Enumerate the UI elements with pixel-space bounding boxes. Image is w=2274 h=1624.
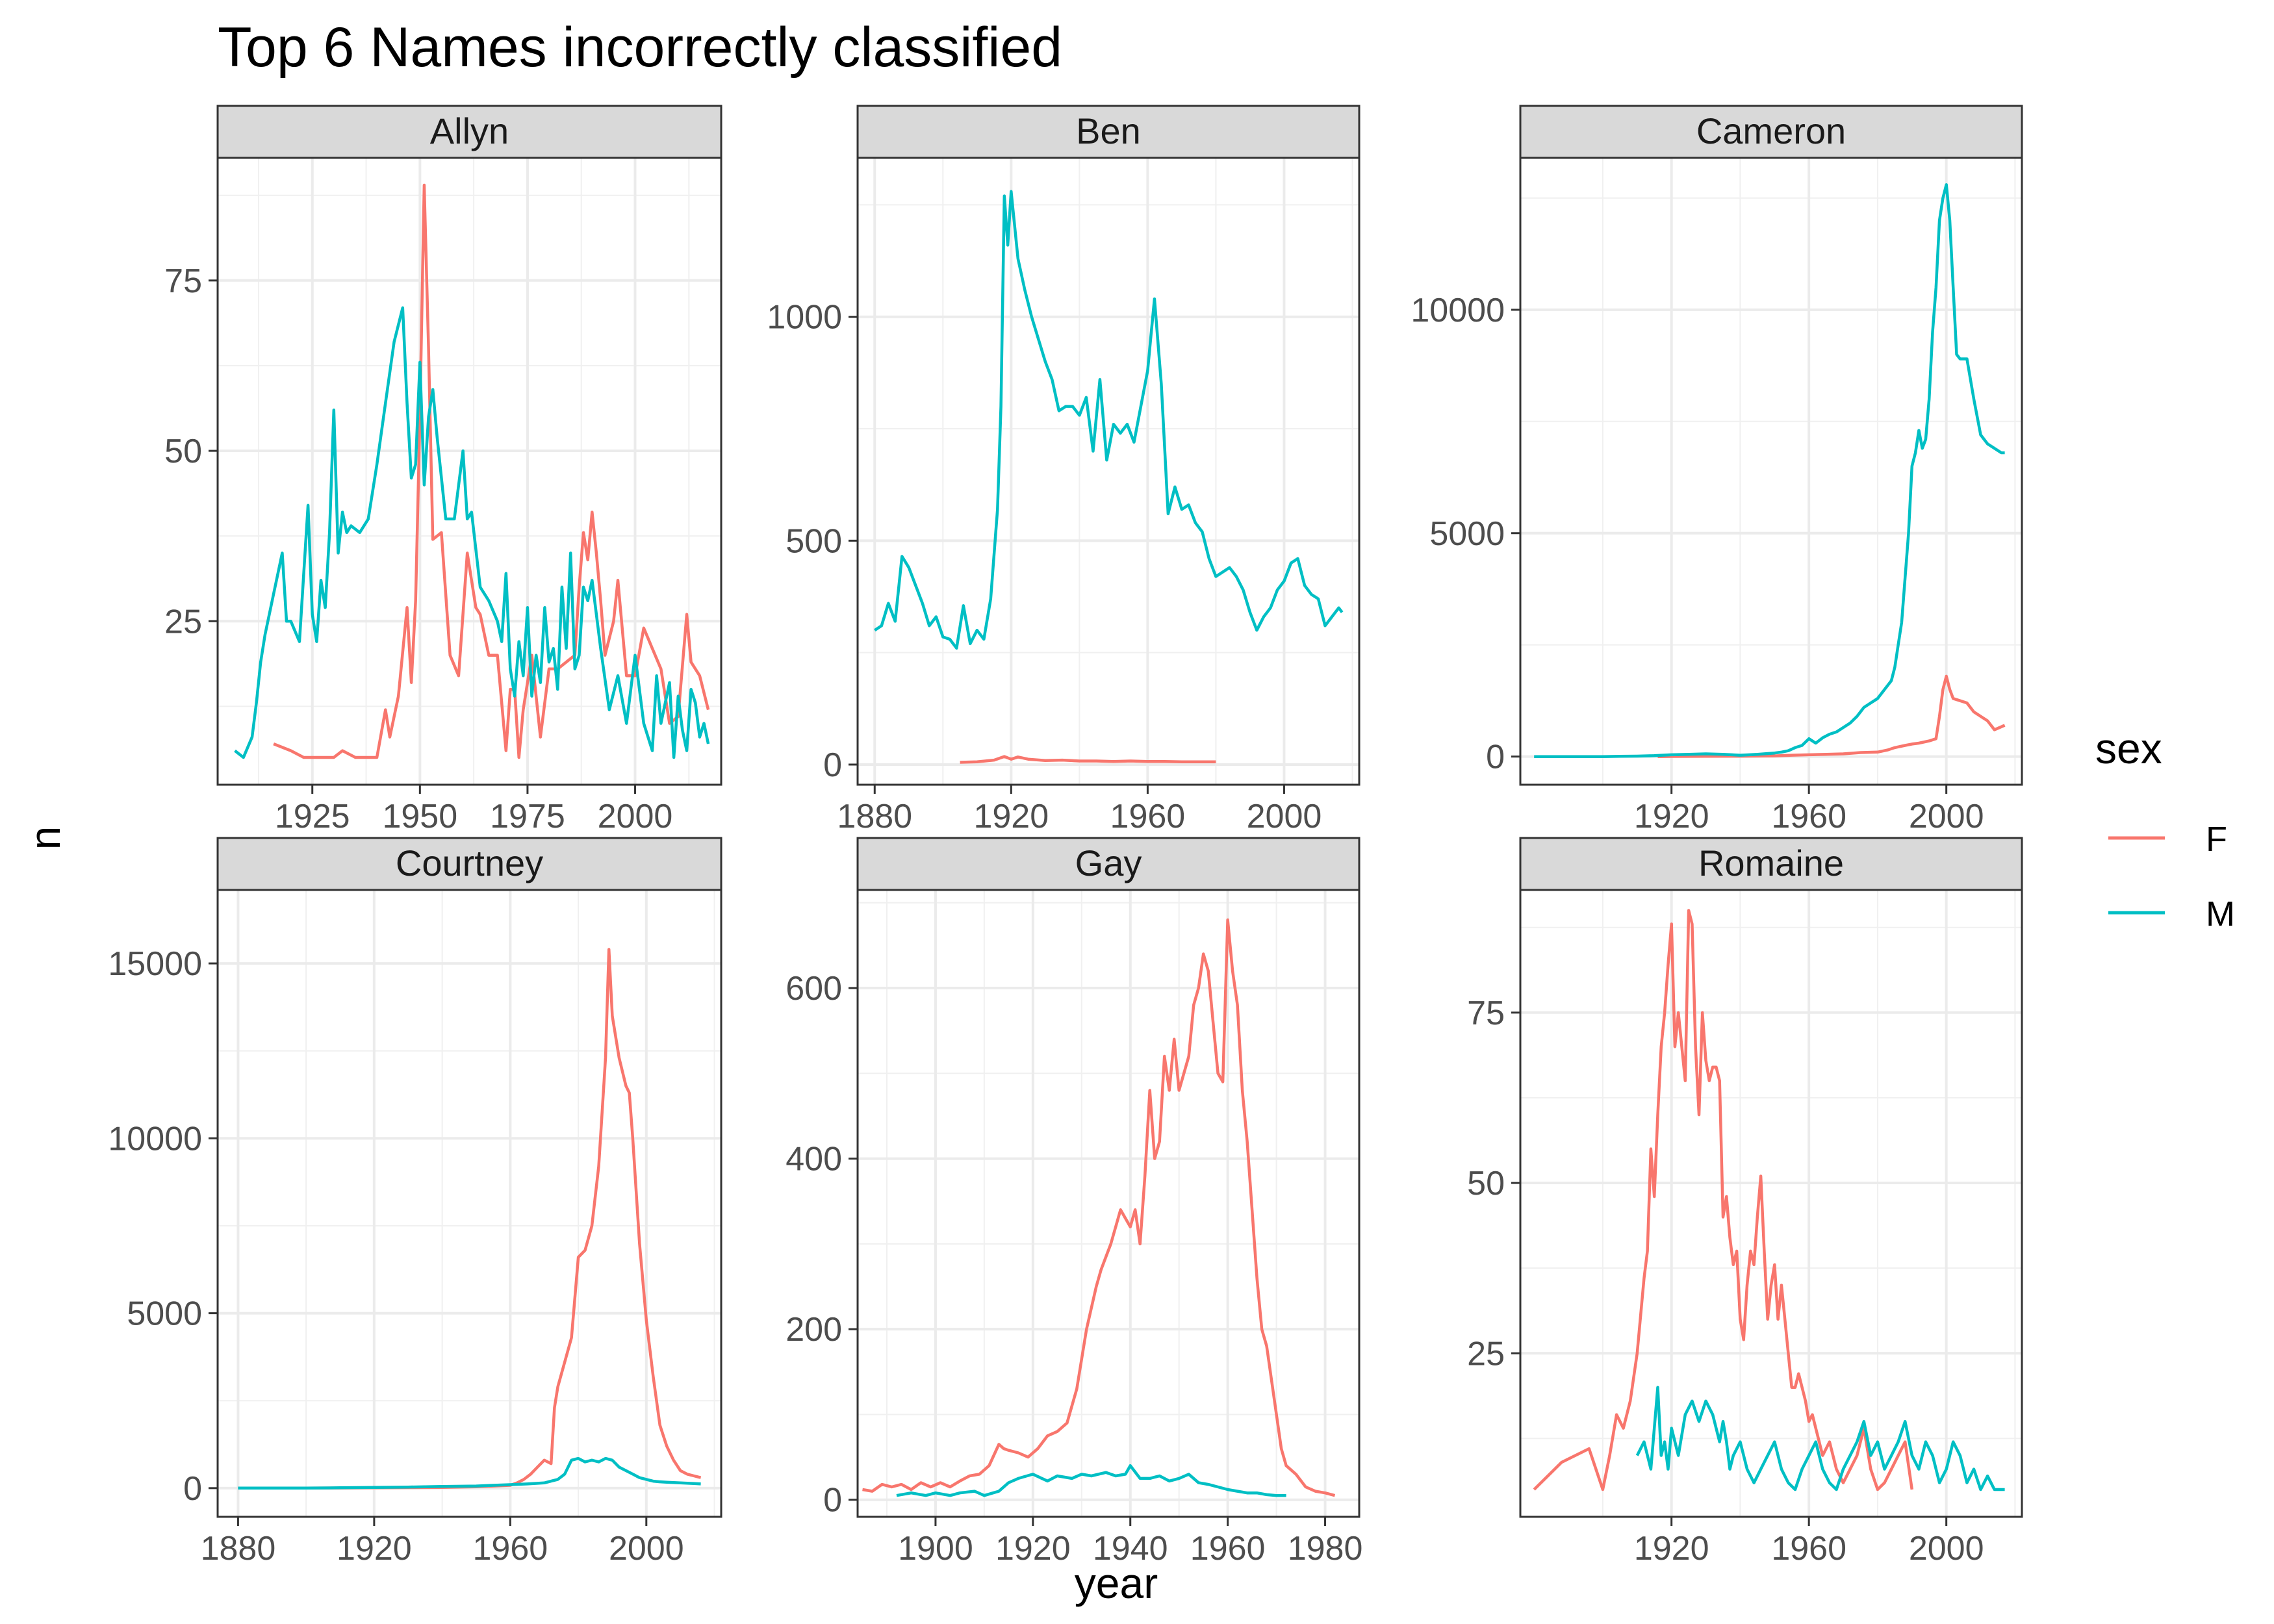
x-tick-label: 1880 [837,798,912,835]
x-tick-label: 2000 [1247,798,1322,835]
series-line-m [238,1456,701,1490]
x-tick-label: 1920 [337,1530,412,1567]
x-tick-label: 1960 [472,1530,548,1567]
panel-background [218,158,721,785]
y-tick-label: 0 [183,1470,202,1508]
y-tick-label: 25 [1467,1335,1505,1373]
y-tick-label: 5000 [127,1295,202,1333]
x-tick-label: 2000 [609,1530,684,1567]
panel-border [216,889,722,1518]
panel-cameron: Cameron 1920 1960 2000 0 5000 10000 [1411,105,2023,835]
y-tick-label: 500 [786,522,842,560]
y-axis-title: n [21,826,69,850]
panel-border [1519,157,2023,786]
x-tick-label: 2000 [1909,798,1984,835]
x-tick-label: 1920 [973,798,1049,835]
x-tick-label: 1880 [201,1530,276,1567]
y-tick-label: 0 [823,1482,842,1519]
x-tick-label: 1960 [1190,1530,1266,1567]
series-line-m [896,1464,1286,1497]
y-tick-label: 75 [1467,995,1505,1032]
facet-strip-label: Ben [1076,110,1141,151]
series-line-m [874,190,1344,650]
series-line-m [1534,183,2005,758]
panel-background [858,158,1359,785]
panel-border [856,157,1361,786]
panel-border [856,889,1361,1518]
x-tick-label: 2000 [1909,1530,1984,1567]
legend-title: sex [2095,724,2162,772]
facet-strip-label: Gay [1075,843,1142,883]
panel-border [1519,889,2023,1518]
y-tick-label: 50 [164,433,202,470]
y-tick-label: 200 [786,1311,842,1349]
panel-gay: Gay 1900 1920 1940 1960 1980 0 200 400 600 [786,837,1363,1567]
facet-strip [1519,105,2023,159]
panel-background [1520,890,2022,1517]
x-tick-label: 1920 [995,1530,1071,1567]
facet-strip [216,105,722,159]
y-tick-label: 15000 [108,945,202,983]
x-tick-label: 1925 [275,798,350,835]
x-axis-title: year [1075,1559,1158,1607]
x-tick-label: 1960 [1771,1530,1846,1567]
panel-background [858,890,1359,1517]
panel-romaine: Romaine 1920 1960 2000 25 50 75 [1467,837,2023,1567]
series-line-m [1635,1386,2005,1491]
y-tick-label: 0 [1486,739,1505,776]
facet-strip-label: Courtney [396,843,543,883]
series-line-f [1533,909,1914,1491]
x-tick-label: 1960 [1771,798,1846,835]
series-line-f [862,918,1336,1497]
facet-strip [856,837,1361,891]
series-line-m [234,306,710,759]
facet-strip-label: Cameron [1696,110,1846,151]
y-tick-label: 25 [164,603,202,641]
facet-strip [856,105,1361,159]
y-tick-label: 75 [164,262,202,300]
x-tick-label: 1920 [1634,798,1709,835]
facet-strip [1519,837,2023,891]
series-line-f [960,755,1216,764]
x-tick-label: 1980 [1288,1530,1363,1567]
facet-strip [216,837,722,891]
x-tick-label: 1920 [1634,1530,1709,1567]
x-tick-label: 2000 [598,798,673,835]
y-tick-label: 5000 [1429,515,1505,553]
y-tick-label: 50 [1467,1165,1505,1202]
y-tick-label: 600 [786,970,842,1008]
panel-courtney: Courtney 1880 1920 1960 2000 0 5000 10000 15000 [108,837,722,1567]
panel-allyn: Allyn 1925 1950 1975 2000 25 50 75 [164,105,722,835]
series-line-f [1657,674,2006,758]
panel-border [216,157,722,786]
legend-label-m: M [2206,894,2235,933]
y-tick-label: 0 [823,746,842,784]
y-tick-label: 10000 [1411,292,1505,329]
x-tick-label: 1940 [1093,1530,1168,1567]
y-tick-label: 10000 [108,1120,202,1158]
x-tick-label: 1975 [490,798,565,835]
x-tick-label: 1900 [898,1530,973,1567]
chart-title: Top 6 Names incorrectly classified [218,16,1062,79]
x-tick-label: 1950 [382,798,457,835]
y-tick-label: 400 [786,1141,842,1178]
y-tick-label: 1000 [767,299,842,336]
panel-ben: Ben 1880 1920 1960 2000 0 500 1000 [767,105,1361,835]
legend: sex F M [2095,724,2235,933]
x-tick-label: 1960 [1110,798,1186,835]
legend-label-f: F [2206,820,2227,859]
facet-strip-label: Romaine [1698,843,1844,883]
facet-strip-label: Allyn [430,110,509,151]
